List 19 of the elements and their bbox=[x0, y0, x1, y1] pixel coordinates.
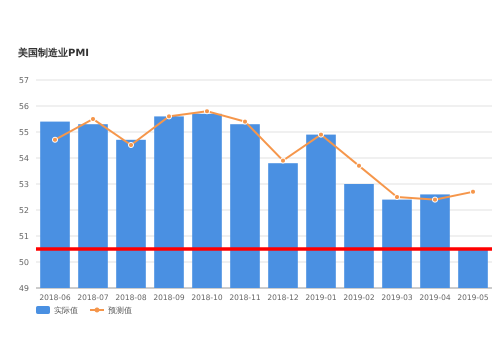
point bbox=[128, 142, 134, 148]
point bbox=[318, 132, 324, 138]
y-tick-label: 50 bbox=[18, 258, 29, 267]
y-tick-label: 53 bbox=[18, 180, 29, 189]
y-tick-label: 55 bbox=[18, 128, 29, 137]
y-tick-label: 49 bbox=[18, 284, 29, 293]
chart-title: 美国制造业PMI bbox=[17, 47, 90, 59]
y-tick-label: 51 bbox=[18, 232, 29, 241]
legend-label: 实际值 bbox=[54, 306, 78, 315]
y-tick-label: 54 bbox=[18, 154, 29, 163]
legend-label: 预测值 bbox=[108, 306, 132, 315]
point bbox=[394, 194, 400, 200]
y-tick-label: 56 bbox=[18, 102, 29, 111]
point bbox=[432, 196, 438, 203]
point bbox=[356, 162, 362, 169]
point bbox=[280, 158, 286, 164]
y-tick-label: 52 bbox=[18, 206, 29, 215]
point bbox=[52, 136, 58, 143]
y-tick-label: 57 bbox=[18, 76, 29, 85]
